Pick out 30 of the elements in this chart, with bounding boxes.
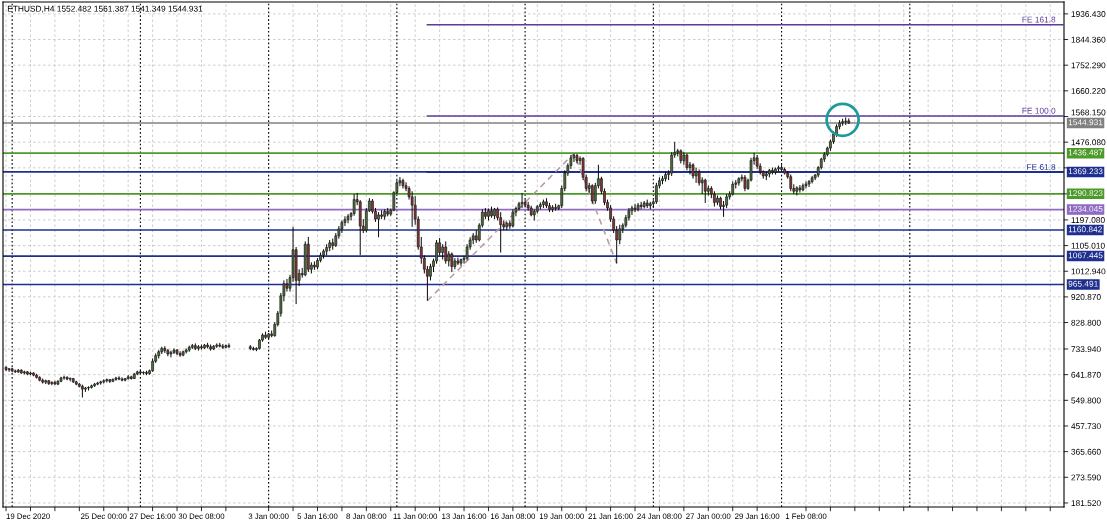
- y-tick-label: 1568.150: [1071, 109, 1106, 116]
- series-label: FE 161.8: [1022, 16, 1056, 23]
- y-tick-label: 549.800: [1071, 397, 1101, 404]
- y-tick-label: 1012.940: [1071, 268, 1106, 275]
- series-label: FE 100.0: [1022, 107, 1056, 114]
- ref-line-label: 1160.842: [1068, 226, 1102, 233]
- ref-line-label: 965.491: [1068, 280, 1098, 287]
- ref-line-label: 1234.045: [1068, 205, 1103, 212]
- y-tick-label: 181.520: [1071, 500, 1101, 507]
- y-tick-label: 1752.290: [1071, 62, 1106, 69]
- y-tick-label: 273.590: [1071, 474, 1101, 481]
- y-tick-label: 1936.430: [1071, 11, 1106, 17]
- y-tick-label: 1197.080: [1071, 217, 1105, 224]
- y-tick-label: 365.660: [1071, 448, 1101, 455]
- ref-line-label: 1290.823: [1068, 190, 1103, 197]
- chart-title: ETHUSD,H4 1552.482 1561.387 1541.349 1544.931: [7, 5, 203, 13]
- y-tick-label: 457.730: [1071, 423, 1101, 430]
- y-tick-label: 828.800: [1071, 319, 1101, 326]
- ref-line-label: 1369.233: [1068, 168, 1103, 175]
- ref-line-label: 1544.931: [1068, 119, 1103, 126]
- legend-label: FE 61.8: [1027, 164, 1056, 170]
- y-tick-label: 1660.220: [1071, 88, 1106, 94]
- y-tick-label: 920.870: [1071, 294, 1101, 300]
- ref-line-label: 1436.487: [1068, 149, 1103, 156]
- y-tick-label: 1105.010: [1071, 242, 1105, 249]
- ref-line-label: 1067.445: [1068, 252, 1103, 259]
- y-tick-label: 1476.080: [1071, 139, 1106, 146]
- y-tick-label: 1844.360: [1071, 36, 1106, 43]
- y-tick-label: 641.870: [1071, 371, 1101, 378]
- y-tick-label: 733.940: [1071, 346, 1101, 353]
